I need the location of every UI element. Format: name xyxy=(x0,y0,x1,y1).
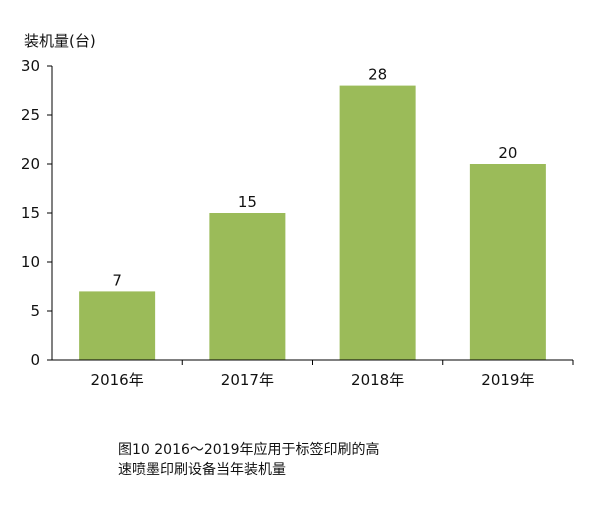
bar-2 xyxy=(339,85,416,360)
bars xyxy=(79,85,546,360)
y-axis-label: 装机量(台) xyxy=(24,32,96,50)
data-label-3: 20 xyxy=(498,144,517,162)
x-tick-label-1: 2017年 xyxy=(221,371,274,389)
y-tick-label: 25 xyxy=(21,106,40,124)
y-tick-label: 30 xyxy=(21,57,40,75)
bar-3 xyxy=(469,164,546,360)
x-tick-labels: 2016年 2017年 2018年 2019年 xyxy=(91,360,574,389)
caption-line-1: 图10 2016～2019年应用于标签印刷的高 xyxy=(118,442,380,458)
x-tick-label-0: 2016年 xyxy=(91,371,144,389)
y-tick-label: 0 xyxy=(30,351,40,369)
data-label-1: 15 xyxy=(238,193,257,211)
y-tick-label: 15 xyxy=(21,204,40,222)
data-labels: 7 15 28 20 xyxy=(112,66,517,290)
y-tick-label: 10 xyxy=(21,253,40,271)
bar-chart: 0 5 10 15 20 25 30 7 15 28 20 2016年 2017年 2018年 2019… xyxy=(21,57,574,389)
data-label-2: 28 xyxy=(368,66,387,84)
caption-line-2: 速喷墨印刷设备当年装机量 xyxy=(118,462,286,478)
bar-0 xyxy=(79,291,156,360)
figure-caption: 图10 2016～2019年应用于标签印刷的高 速喷墨印刷设备当年装机量 xyxy=(118,440,380,480)
y-tick-label: 20 xyxy=(21,155,40,173)
x-tick-label-3: 2019年 xyxy=(481,371,534,389)
y-tick-label: 5 xyxy=(30,302,40,320)
x-tick-label-2: 2018年 xyxy=(351,371,404,389)
bar-1 xyxy=(209,213,286,360)
data-label-0: 7 xyxy=(112,271,122,289)
y-ticks: 0 5 10 15 20 25 30 xyxy=(21,57,52,369)
